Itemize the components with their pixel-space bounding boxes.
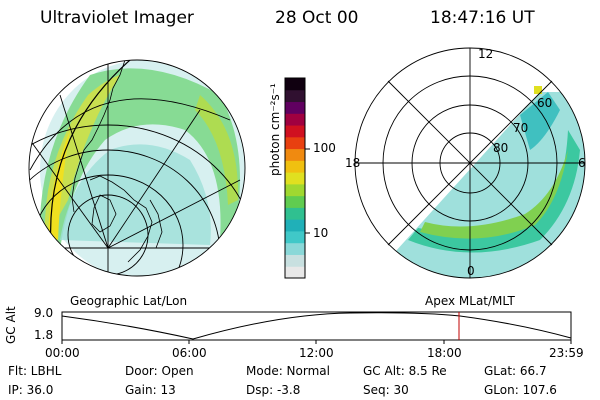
altitude-xtick-1: 06:00 <box>172 346 207 360</box>
colorbar-segment <box>285 160 305 173</box>
altitude-xtick-3: 18:00 <box>427 346 462 360</box>
altitude-plot <box>61 311 572 344</box>
colorbar-tick-10: 10 <box>313 226 329 240</box>
apex-grid <box>354 47 586 279</box>
status-seq: Seq: 30 <box>363 383 409 397</box>
status-mode: Mode: Normal <box>246 364 330 378</box>
colorbar-segment <box>285 183 305 197</box>
colorbar-segment <box>285 207 305 220</box>
altitude-ylabel: GC Alt <box>4 306 18 344</box>
time-label: 18:47:16 UT <box>430 8 535 28</box>
status-door: Door: Open <box>125 364 194 378</box>
geographic-caption: Geographic Lat/Lon <box>70 294 188 308</box>
mlat-label-70: 70 <box>513 121 529 135</box>
colorbar-segment <box>285 78 305 91</box>
colorbar-segment <box>285 254 305 267</box>
status-glat: GLat: 66.7 <box>484 364 547 378</box>
colorbar-segment <box>285 219 305 232</box>
mlt-label-12: 12 <box>478 47 494 61</box>
colorbar-segment <box>285 242 305 255</box>
status-ip: IP: 36.0 <box>8 383 54 397</box>
colorbar-segment <box>285 136 305 150</box>
colorbar-segment <box>285 148 305 161</box>
mlat-label-80: 80 <box>493 141 509 155</box>
instrument-title: Ultraviolet Imager <box>40 8 194 28</box>
status-gain: Gain: 13 <box>125 383 176 397</box>
status-glon: GLon: 107.6 <box>484 383 557 397</box>
colorbar-segment <box>285 125 305 138</box>
apex-caption: Apex MLat/MLT <box>425 294 515 308</box>
colorbar-segment <box>285 113 305 126</box>
colorbar-segment <box>285 266 305 279</box>
altitude-xtick-0: 00:00 <box>45 346 80 360</box>
mlt-label-18: 18 <box>345 156 361 170</box>
colorbar-segment <box>285 230 305 244</box>
colorbar-segment <box>285 89 305 103</box>
altitude-xtick-2: 12:00 <box>299 346 334 360</box>
altitude-xtick-4: 23:59 <box>549 346 584 360</box>
colorbar-unit-label: photon cm⁻²s⁻¹ <box>268 83 282 176</box>
mlat-label-60: 60 <box>537 96 553 110</box>
geographic-grid <box>28 59 246 277</box>
colorbar <box>284 77 310 279</box>
colorbar-segment <box>285 195 305 208</box>
mlt-label-6: 6 <box>578 156 586 170</box>
status-gcalt: GC Alt: 8.5 Re <box>363 364 447 378</box>
altitude-ytick-low: 1.8 <box>34 328 54 342</box>
status-dsp: Dsp: -3.8 <box>246 383 301 397</box>
colorbar-segment <box>285 172 305 185</box>
status-flt: Flt: LBHL <box>8 364 62 378</box>
colorbar-segment <box>285 101 305 114</box>
date-label: 28 Oct 00 <box>275 8 359 28</box>
colorbar-tick-100: 100 <box>313 141 336 155</box>
altitude-ytick-high: 9.0 <box>34 306 54 320</box>
mlt-label-0: 0 <box>467 264 475 278</box>
